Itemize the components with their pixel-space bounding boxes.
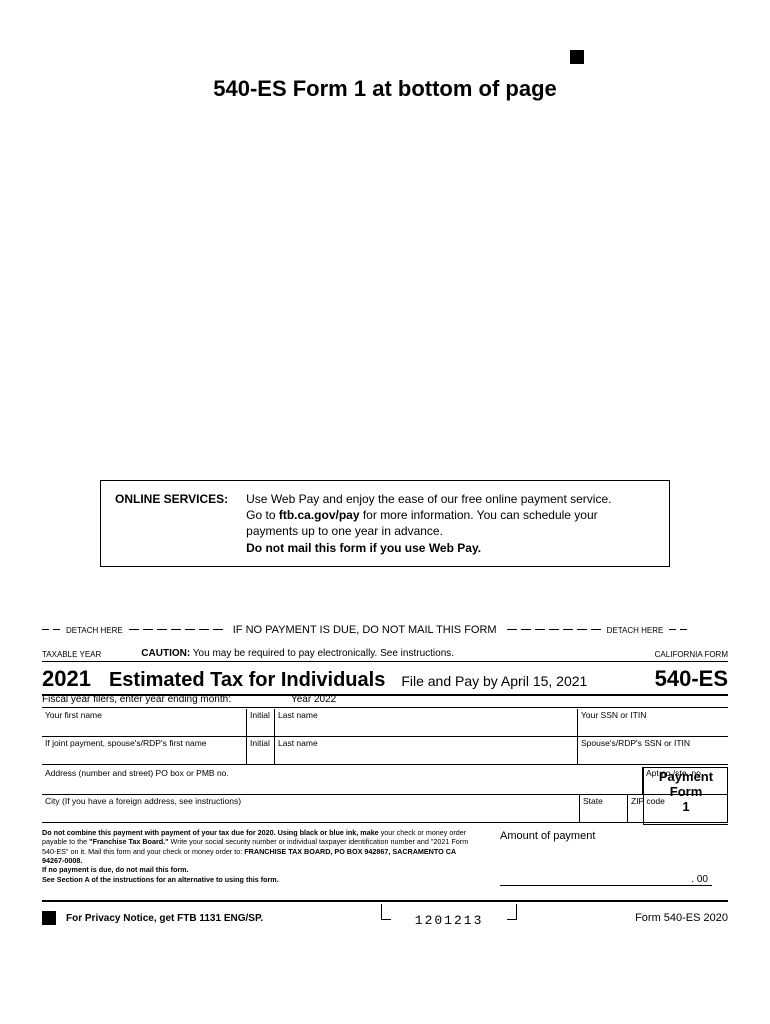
- taxable-year-label: TAXABLE YEAR: [42, 650, 101, 659]
- detach-center-text: IF NO PAYMENT IS DUE, DO NOT MAIL THIS F…: [233, 624, 497, 636]
- spouse-first-name-field[interactable]: If joint payment, spouse's/RDP's first n…: [42, 737, 247, 764]
- street-address-field[interactable]: Address (number and street) PO box or PM…: [42, 767, 643, 794]
- form-number: 540-ES: [655, 666, 728, 692]
- detach-line: DETACH HERE IF NO PAYMENT IS DUE, DO NOT…: [42, 624, 728, 636]
- os-link: ftb.ca.gov/pay: [279, 508, 360, 522]
- os-line2a: Go to: [246, 508, 279, 522]
- dash-mid1: [129, 630, 223, 631]
- form-version: Form 540-ES 2020: [635, 912, 728, 924]
- amount-field[interactable]: . 00: [500, 872, 712, 886]
- bracket-left-icon: [381, 904, 391, 920]
- caution-text: CAUTION: You may be required to pay elec…: [141, 648, 654, 659]
- caution-bold: CAUTION:: [141, 648, 190, 659]
- fp-p3b: See Section A of the instructions for an…: [42, 875, 279, 884]
- detach-left-label: DETACH HERE: [66, 626, 123, 635]
- form-title-row: 2021 Estimated Tax for Individuals File …: [42, 666, 728, 696]
- spouse-initial-field[interactable]: Initial: [247, 737, 275, 764]
- address-grid: Address (number and street) PO box or PM…: [42, 767, 728, 823]
- amount-label: Amount of payment: [500, 830, 595, 842]
- fp-p1c: "Franchise Tax Board.": [89, 837, 168, 846]
- payment-l2: Form: [644, 785, 728, 800]
- california-form-label: CALIFORNIA FORM: [655, 650, 728, 659]
- names-grid: Your first name Initial Last name Your S…: [42, 709, 728, 765]
- registration-marker-footer: [42, 911, 56, 925]
- fiscal-year-row: Fiscal year filers, enter year ending mo…: [42, 694, 728, 708]
- fiscal-year-value: Year 2022: [291, 694, 336, 705]
- address-row-1: Address (number and street) PO box or PM…: [42, 767, 728, 795]
- amount-cents: . 00: [691, 874, 712, 885]
- name-row-spouse: If joint payment, spouse's/RDP's first n…: [42, 737, 728, 765]
- caution-row: TAXABLE YEAR CAUTION: You may be require…: [42, 648, 728, 662]
- registration-marker-top: [570, 50, 584, 64]
- dash-right: [669, 630, 687, 631]
- payment-l1: Payment: [644, 770, 728, 785]
- dash-mid2: [507, 630, 601, 631]
- last-name-field[interactable]: Last name: [275, 709, 578, 736]
- fp-p2: If no payment is due, do not mail this f…: [42, 865, 472, 874]
- payment-form-box: Payment Form 1: [643, 767, 728, 825]
- name-row-self: Your first name Initial Last name Your S…: [42, 709, 728, 737]
- form-name: Estimated Tax for Individuals: [109, 669, 385, 692]
- os-line3: payments up to one year in advance.: [246, 524, 443, 538]
- initial-field[interactable]: Initial: [247, 709, 275, 736]
- doc-id: 1201213: [263, 908, 635, 928]
- fp-p1a: Do not combine this payment with payment…: [42, 828, 381, 837]
- os-line1: Use Web Pay and enjoy the ease of our fr…: [246, 492, 611, 506]
- fp-p3: See Section A of the instructions for an…: [42, 875, 472, 884]
- tax-year: 2021: [42, 666, 91, 692]
- bracket-right-icon: [507, 904, 517, 920]
- footer-rule: [42, 900, 728, 902]
- fp-p1: Do not combine this payment with payment…: [42, 828, 472, 865]
- online-services-body: Use Web Pay and enjoy the ease of our fr…: [246, 491, 611, 556]
- doc-id-text: 1201213: [415, 913, 484, 928]
- detach-right-label: DETACH HERE: [607, 626, 664, 635]
- state-field[interactable]: State: [580, 795, 628, 822]
- privacy-notice: For Privacy Notice, get FTB 1131 ENG/SP.: [66, 913, 263, 924]
- fine-print: Do not combine this payment with payment…: [42, 828, 472, 884]
- city-field[interactable]: City (If you have a foreign address, see…: [42, 795, 580, 822]
- spouse-ssn-field[interactable]: Spouse's/RDP's SSN or ITIN: [578, 737, 728, 764]
- spouse-last-name-field[interactable]: Last name: [275, 737, 578, 764]
- online-services-label: ONLINE SERVICES:: [115, 491, 228, 556]
- address-row-2: City (If you have a foreign address, see…: [42, 795, 728, 823]
- fp-p2b: If no payment is due, do not mail this f…: [42, 865, 189, 874]
- dash-left: [42, 630, 60, 631]
- fiscal-label: Fiscal year filers, enter year ending mo…: [42, 694, 231, 705]
- caution-body: You may be required to pay electronicall…: [190, 648, 454, 659]
- ssn-field[interactable]: Your SSN or ITIN: [578, 709, 728, 736]
- payment-l3: 1: [644, 800, 728, 815]
- page-title: 540-ES Form 1 at bottom of page: [0, 76, 770, 102]
- footer-row: For Privacy Notice, get FTB 1131 ENG/SP.…: [42, 908, 728, 928]
- due-date: File and Pay by April 15, 2021: [401, 673, 654, 689]
- online-services-box: ONLINE SERVICES: Use Web Pay and enjoy t…: [100, 480, 670, 567]
- os-line4: Do not mail this form if you use Web Pay…: [246, 541, 481, 555]
- os-line2c: for more information. You can schedule y…: [360, 508, 598, 522]
- first-name-field[interactable]: Your first name: [42, 709, 247, 736]
